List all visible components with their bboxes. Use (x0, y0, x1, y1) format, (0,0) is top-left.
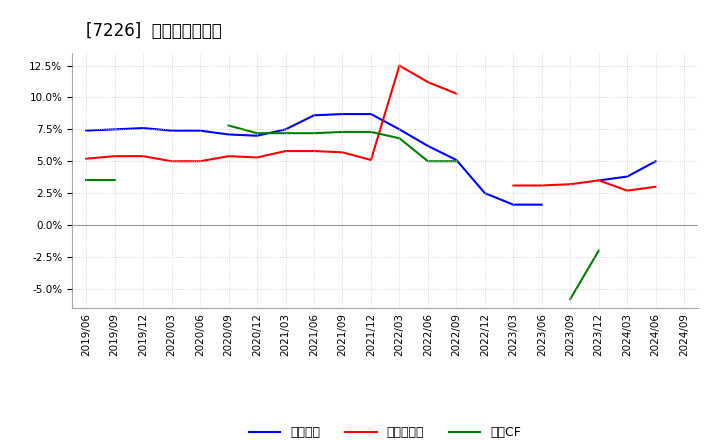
Legend: 経常利益, 当期純利益, 営業CF: 経常利益, 当期純利益, 営業CF (244, 422, 526, 440)
Text: [7226]  マージンの推移: [7226] マージンの推移 (86, 22, 222, 40)
